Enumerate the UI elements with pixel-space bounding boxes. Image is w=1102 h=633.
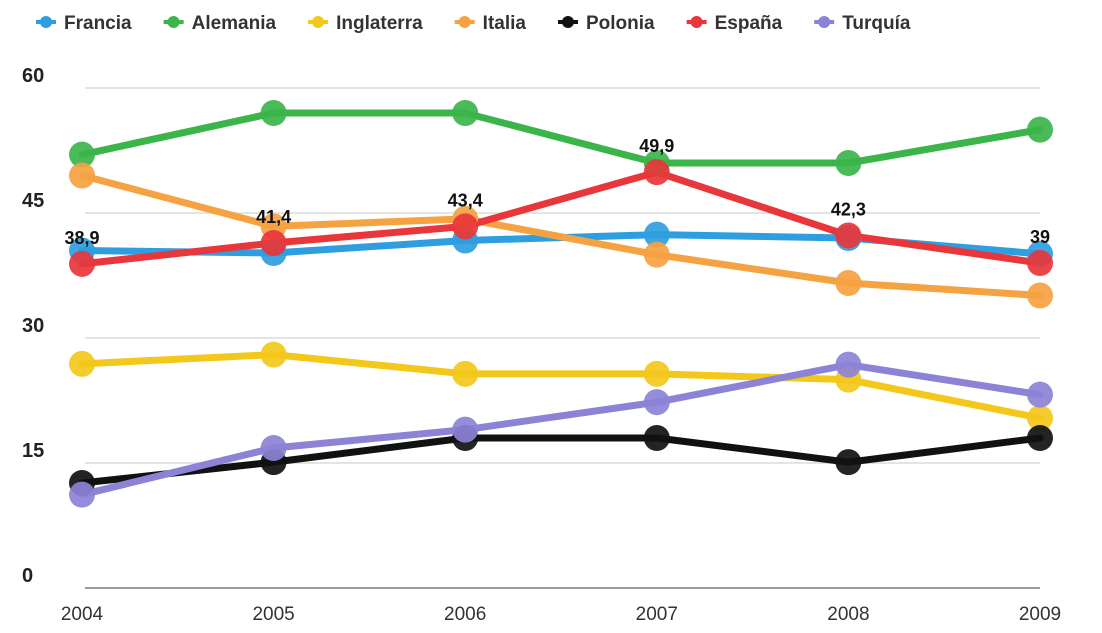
data-point-alemania — [69, 141, 95, 168]
data-point-espana — [835, 222, 862, 249]
data-point-alemania — [1027, 116, 1053, 143]
data-point-italia — [835, 270, 862, 296]
legend-item-italia: Italia — [454, 13, 527, 34]
legend-item-inglaterra: Inglaterra — [308, 13, 423, 34]
legend-label: Inglaterra — [336, 13, 423, 34]
legend-label: Turquía — [842, 13, 911, 34]
legend-swatch-marker — [458, 16, 471, 28]
legend-swatch-marker — [690, 16, 703, 28]
data-label: 41,4 — [256, 207, 291, 227]
data-point-turquia — [1027, 381, 1053, 408]
legend-item-polonia: Polonia — [557, 13, 655, 34]
legend-label: Italia — [483, 13, 527, 34]
data-point-inglaterra — [1027, 405, 1053, 431]
legend-swatch-marker — [40, 16, 52, 28]
y-axis: 0 15 30 45 60 — [22, 65, 44, 587]
data-point-turquia — [835, 351, 862, 378]
gridlines — [85, 87, 1040, 589]
data-point-italia — [1027, 282, 1053, 309]
y-tick-label: 45 — [22, 190, 44, 212]
legend-swatch-marker — [167, 16, 180, 28]
series-line-inglaterra — [78, 351, 1044, 422]
data-label: 43,4 — [448, 190, 483, 210]
data-point-turquia — [69, 481, 95, 508]
data-point-espana — [1027, 250, 1053, 276]
data-point-polonia — [835, 449, 862, 476]
data-point-polonia — [643, 425, 670, 451]
legend-label: Polonia — [586, 13, 655, 34]
x-tick-label: 2007 — [636, 604, 678, 625]
data-point-inglaterra — [643, 360, 670, 387]
x-tick-label: 2006 — [444, 604, 486, 625]
data-point-turquia — [452, 416, 479, 443]
data-point-espana — [643, 159, 670, 186]
data-point-inglaterra — [69, 350, 95, 377]
data-point-turquia — [643, 389, 670, 416]
data-label: 38,9 — [64, 228, 99, 248]
y-tick-label: 15 — [22, 440, 44, 462]
series-points — [69, 100, 1053, 508]
y-tick-label: 30 — [22, 315, 44, 337]
legend-label: Alemania — [192, 13, 277, 34]
x-tick-label: 2009 — [1019, 604, 1061, 625]
data-point-inglaterra — [452, 360, 479, 387]
data-point-espana — [260, 230, 287, 256]
data-label: 49,9 — [639, 136, 674, 156]
legend: Francia Alemania Inglaterra Italia Polonia Es… — [36, 13, 911, 34]
series-line-turquia — [78, 361, 1044, 499]
x-tick-label: 2008 — [827, 604, 869, 625]
legend-label: Francia — [64, 13, 132, 34]
series-lines — [78, 109, 1044, 499]
y-tick-label: 60 — [22, 65, 44, 87]
y-tick-label: 0 — [22, 565, 33, 587]
data-label: 42,3 — [831, 200, 866, 220]
series-line-alemania — [78, 109, 1044, 167]
data-point-italia — [643, 241, 670, 268]
x-tick-label: 2005 — [252, 604, 294, 625]
series-line-italia — [78, 172, 1044, 299]
x-tick-label: 2004 — [61, 604, 104, 625]
legend-item-turquia: Turquía — [814, 13, 911, 34]
legend-label: España — [715, 13, 783, 34]
series-line-polonia — [78, 434, 1044, 487]
legend-swatch-marker — [312, 16, 325, 28]
data-point-polonia — [1027, 425, 1053, 451]
data-point-alemania — [835, 150, 862, 176]
legend-item-alemania: Alemania — [163, 13, 277, 34]
data-point-espana — [69, 250, 95, 277]
x-axis: 2004 2005 2006 2007 2008 2009 — [61, 604, 1061, 625]
legend-swatch-marker — [818, 16, 831, 28]
series-line-espana — [78, 168, 1044, 268]
data-point-turquia — [260, 435, 287, 461]
legend-item-espana: España — [686, 13, 783, 34]
data-point-alemania — [452, 100, 479, 126]
data-labels: 38,9 41,4 43,4 49,9 42,3 39 — [64, 136, 1050, 248]
data-point-francia — [643, 221, 670, 248]
data-point-inglaterra — [260, 341, 287, 368]
legend-swatch-marker — [561, 16, 574, 28]
data-point-alemania — [260, 100, 287, 126]
legend-item-francia: Francia — [36, 13, 132, 34]
data-point-italia — [69, 162, 95, 189]
data-point-espana — [452, 213, 479, 240]
data-label: 39 — [1030, 227, 1050, 247]
